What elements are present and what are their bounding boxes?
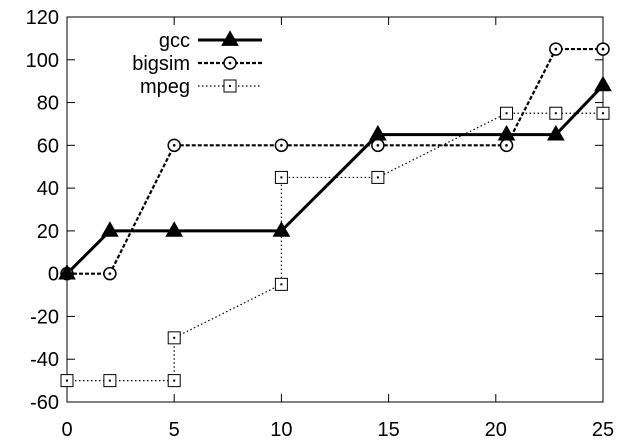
data-point-mpeg-1 [103, 374, 117, 388]
data-point-bigsim-1 [103, 266, 117, 281]
data-point-bigsim-6 [549, 42, 563, 56]
y-tick-label: 20 [37, 221, 59, 243]
legend-marker [223, 79, 237, 93]
y-tick-label: 80 [37, 93, 59, 115]
data-point-gcc-4 [369, 124, 387, 141]
data-point-gcc-1 [101, 221, 119, 237]
data-point-mpeg-9 [596, 106, 610, 120]
data-point-mpeg-5 [274, 170, 288, 184]
series-layer [65, 47, 605, 382]
y-tick-label: 60 [37, 135, 59, 157]
y-tick-label: -40 [30, 349, 59, 371]
data-point-gcc-2 [165, 221, 184, 237]
data-point-bigsim-3 [274, 138, 289, 153]
data-point-bigsim-7 [596, 42, 610, 56]
legend-label: mpeg [140, 76, 190, 98]
y-tick-label: -20 [30, 306, 59, 328]
data-point-bigsim-2 [167, 138, 181, 153]
x-tick-label: 20 [485, 419, 507, 441]
data-point-gcc-7 [594, 75, 612, 92]
data-point-mpeg-2 [167, 374, 181, 388]
data-point-mpeg-0 [60, 374, 74, 388]
x-tick-label: 10 [270, 419, 292, 441]
x-tick-label: 25 [592, 419, 614, 441]
data-point-mpeg-3 [167, 331, 181, 345]
y-tick-label: -60 [30, 392, 59, 414]
legend-marker [221, 30, 239, 46]
data-point-gcc-6 [546, 124, 565, 141]
series-line-gcc [65, 84, 605, 275]
y-tick-label: 0 [48, 264, 59, 286]
axes: -60 -40 -20 0 20 40 60 80 100 120 0 5 10 15 20 25 [26, 7, 615, 441]
data-point-gcc-5 [497, 124, 516, 141]
y-tick-label: 40 [37, 178, 59, 200]
series-line-bigsim [67, 47, 603, 275]
data-point-bigsim-5 [499, 138, 514, 153]
data-point-mpeg-6 [371, 170, 385, 184]
plot-frame [66, 16, 604, 403]
data-point-mpeg-7 [500, 106, 514, 120]
marker-layer [58, 42, 612, 388]
data-point-gcc-3 [272, 221, 291, 237]
series-line-mpeg [67, 112, 603, 382]
data-point-mpeg-4 [274, 277, 288, 291]
x-tick-label: 5 [169, 419, 180, 441]
legend-entry-gcc: gcc [159, 30, 262, 52]
y-tick-label: 120 [26, 7, 59, 29]
data-point-mpeg-8 [549, 106, 563, 120]
legend-entry-bigsim: bigsim [132, 53, 262, 75]
legend-label: bigsim [132, 53, 190, 75]
legend-marker [223, 56, 237, 70]
data-point-bigsim-4 [371, 138, 385, 153]
data-point-gcc-0 [58, 263, 76, 280]
x-tick-label: 15 [377, 419, 399, 441]
x-tick-label: 0 [61, 419, 72, 441]
legend-entry-mpeg: mpeg [140, 76, 262, 98]
legend-label: gcc [159, 30, 190, 52]
y-tick-label: 100 [26, 50, 59, 72]
